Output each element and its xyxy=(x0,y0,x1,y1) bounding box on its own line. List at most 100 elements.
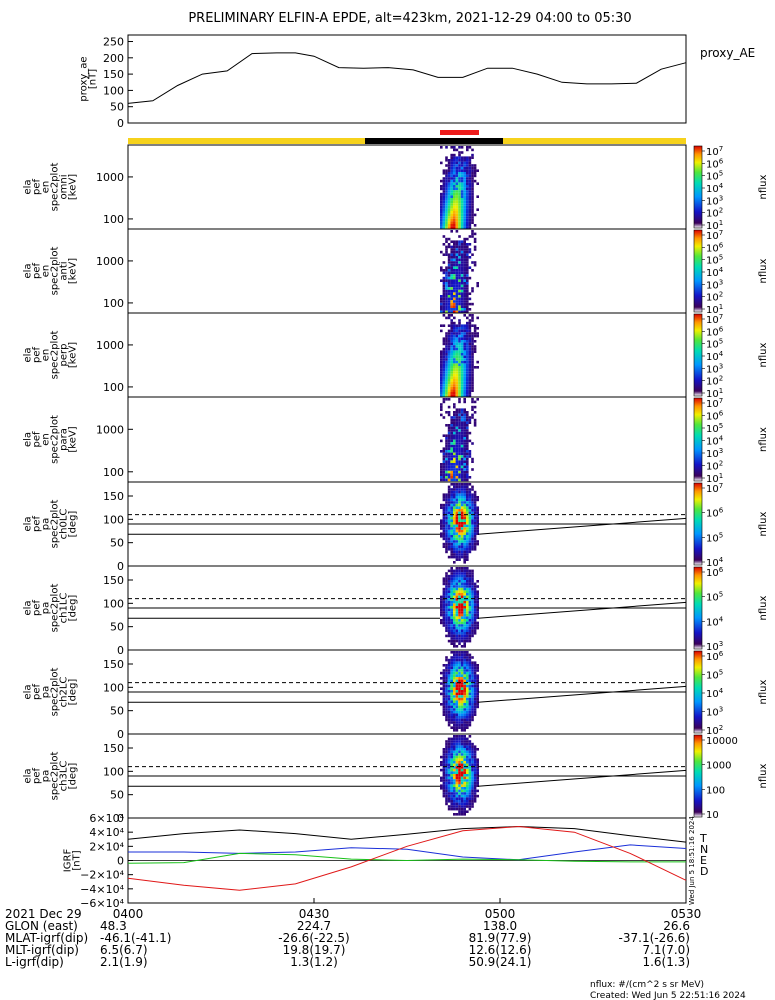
spectrogram-cell xyxy=(450,473,453,476)
spectrogram-cell xyxy=(450,742,453,746)
spectrogram-cell xyxy=(473,758,477,761)
spectrogram-cell xyxy=(447,703,451,706)
spectrogram-cell xyxy=(463,274,466,277)
spectrogram-cell xyxy=(460,169,464,172)
spectrogram-cell xyxy=(476,585,479,588)
spectrogram-cell xyxy=(447,310,451,314)
spectrogram-cell xyxy=(445,164,448,167)
spectrogram-cell xyxy=(471,687,474,690)
spectrogram-cell xyxy=(450,490,453,494)
spectrogram-cell xyxy=(466,366,469,369)
spectrogram-cell xyxy=(458,634,461,638)
panel-ytick-label: 0 xyxy=(117,644,124,657)
spectrogram-cell xyxy=(471,413,474,417)
spectrogram-cell xyxy=(453,379,456,382)
ae-frame xyxy=(127,34,687,124)
spectrogram-cell xyxy=(463,598,466,601)
spectrogram-cell xyxy=(471,629,474,632)
spectrogram-cell xyxy=(442,205,446,209)
spectrogram-cell xyxy=(458,498,461,502)
spectrogram-cell xyxy=(466,511,469,515)
spectrogram-cell xyxy=(450,442,453,445)
spectrogram-cell xyxy=(466,208,469,211)
spectrogram-cell xyxy=(463,645,466,648)
spectrogram-cell xyxy=(468,347,472,351)
spectrogram-cell xyxy=(468,208,472,211)
spectrogram-cell xyxy=(455,653,459,657)
spectrogram-cell xyxy=(463,488,466,491)
spectrogram-cell xyxy=(463,389,466,392)
spectrogram-cell xyxy=(453,418,456,422)
spectrogram-cell xyxy=(473,679,477,683)
spectrogram-cell xyxy=(460,460,464,463)
spectrogram-cell xyxy=(453,794,456,798)
spectrogram-cell xyxy=(445,203,448,206)
spectrogram-cell xyxy=(455,200,459,204)
spectrogram-cell xyxy=(450,587,453,591)
spectrogram-cell xyxy=(468,695,472,698)
spectrogram-cell xyxy=(468,656,472,659)
spectrogram-cell xyxy=(447,177,451,180)
spectrogram-cell xyxy=(468,216,472,219)
spectrogram-cell xyxy=(442,516,446,520)
spectrogram-cell xyxy=(450,321,453,325)
spectrogram-cell xyxy=(440,371,443,374)
spectrogram-cell xyxy=(460,540,464,543)
spectrogram-cell xyxy=(460,442,464,445)
igrf-legend-D: D xyxy=(700,865,708,878)
spectrogram-cell xyxy=(445,595,448,599)
spectrogram-cell xyxy=(468,235,472,238)
spectrogram-cell xyxy=(463,555,466,559)
spectrogram-cell xyxy=(463,463,466,466)
spectrogram-cell xyxy=(458,737,461,741)
spectrogram-cell xyxy=(450,240,453,243)
spectrogram-cell xyxy=(476,514,479,517)
spectrogram-cell xyxy=(466,737,469,741)
spectrogram-cell xyxy=(463,624,466,627)
spectrogram-cell xyxy=(458,319,461,322)
spectrogram-cell xyxy=(440,302,443,306)
spectrogram-cell xyxy=(447,718,451,722)
spectrogram-cell xyxy=(440,295,443,298)
spectrogram-cell xyxy=(460,753,464,756)
spectrogram-cell xyxy=(463,721,466,724)
spectrogram-cell xyxy=(460,713,464,716)
spectrogram-cell xyxy=(453,250,456,254)
spectrogram-cell xyxy=(458,416,461,419)
spectrogram-cell xyxy=(453,431,456,435)
spectrogram-cell xyxy=(447,529,451,533)
spectrogram-cell xyxy=(445,455,448,458)
ela_pef_pa_spec2plot_ch1LC-panel: 150100500elapefpaspec2plotch1LC[deg]1061… xyxy=(23,565,769,657)
spectrogram-cell xyxy=(447,677,451,680)
spectrogram-cell xyxy=(473,789,477,793)
spectrogram-cell xyxy=(447,587,451,591)
spectrogram-cell xyxy=(445,496,448,499)
spectrogram-cell xyxy=(468,761,472,764)
spectrogram-cell xyxy=(455,674,459,677)
spectrogram-cell xyxy=(463,376,466,379)
spectrogram-cell xyxy=(450,429,453,432)
spectrogram-cell xyxy=(453,642,456,645)
spectrogram-cell xyxy=(445,434,448,437)
spectrogram-cell xyxy=(463,550,466,554)
spectrogram-cell xyxy=(458,243,461,246)
spectrogram-cell xyxy=(458,684,461,688)
colorbar-tick-label: 105 xyxy=(706,254,723,267)
spectrogram-cell xyxy=(458,213,461,217)
spectrogram-cell xyxy=(458,182,461,185)
spectrogram-cell xyxy=(445,398,448,401)
spectrogram-cell xyxy=(466,305,469,308)
spectrogram-cell xyxy=(466,606,469,609)
spectrogram-cell xyxy=(468,363,472,366)
spectrogram-cell xyxy=(450,572,453,575)
spectrogram-cell xyxy=(453,590,456,593)
spectrogram-cell xyxy=(445,473,448,476)
spectrogram-cell xyxy=(463,279,466,282)
spectrogram-cell xyxy=(463,677,466,680)
spectrogram-cell xyxy=(442,476,446,479)
spectrogram-cell xyxy=(460,329,464,333)
spectrogram-cell xyxy=(445,208,448,211)
spectrogram-cell xyxy=(445,666,448,670)
spectrogram-cell xyxy=(455,666,459,670)
spectrogram-cell xyxy=(458,787,461,790)
